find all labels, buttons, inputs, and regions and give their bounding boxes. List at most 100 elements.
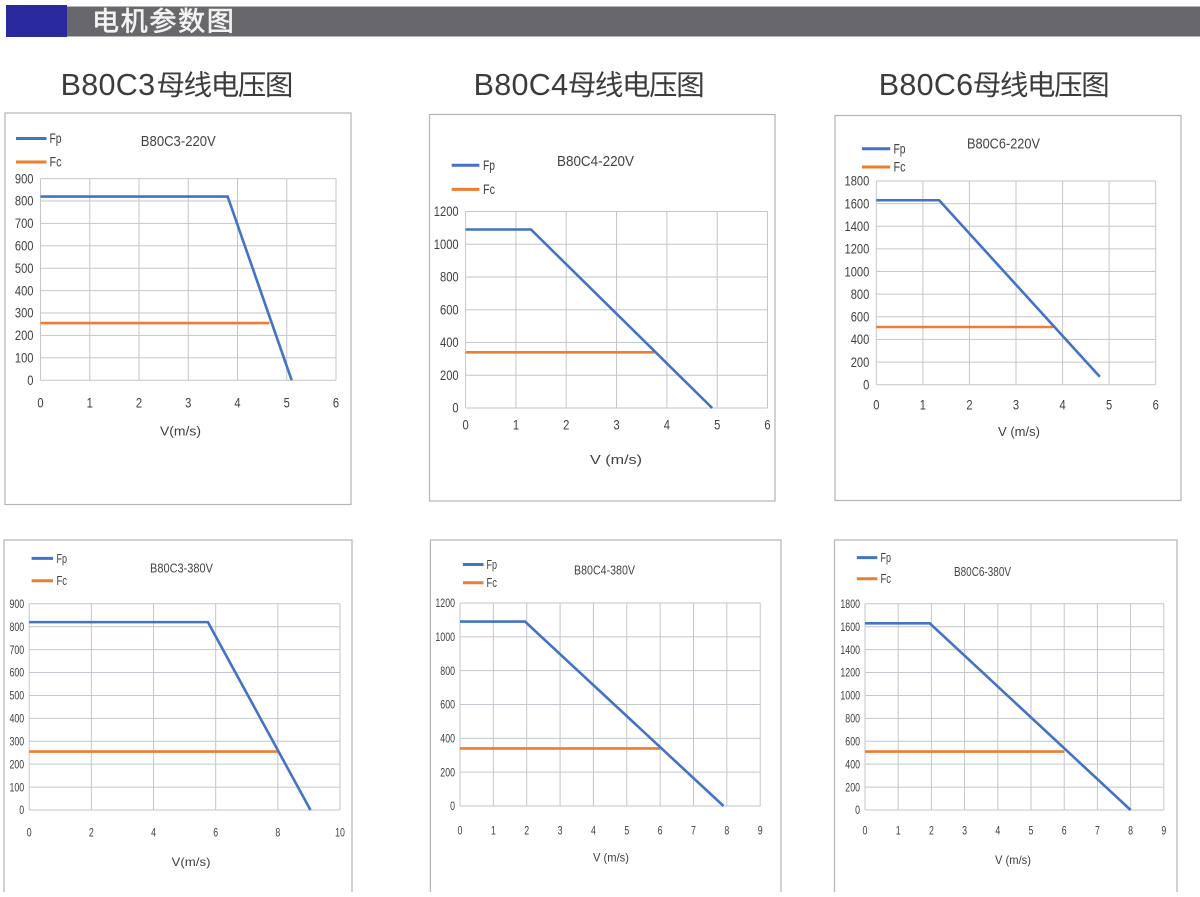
svg-text:1: 1 — [491, 824, 496, 838]
svg-text:2: 2 — [524, 824, 529, 838]
svg-text:600: 600 — [845, 734, 860, 748]
svg-text:4: 4 — [995, 824, 1000, 838]
svg-text:B80C3-380V: B80C3-380V — [150, 561, 213, 576]
svg-text:800: 800 — [10, 620, 25, 634]
svg-text:9: 9 — [758, 824, 763, 838]
svg-text:5: 5 — [1029, 824, 1034, 838]
svg-text:600: 600 — [440, 698, 455, 712]
svg-text:800: 800 — [440, 270, 459, 285]
svg-text:600: 600 — [10, 666, 25, 680]
svg-text:6: 6 — [213, 826, 218, 840]
svg-text:1200: 1200 — [845, 242, 870, 257]
svg-text:B80C3-220V: B80C3-220V — [141, 133, 216, 150]
svg-text:1: 1 — [920, 398, 926, 413]
svg-text:V (m/s): V (m/s) — [998, 424, 1040, 439]
svg-text:400: 400 — [10, 712, 25, 726]
svg-text:0: 0 — [863, 377, 869, 392]
svg-text:1800: 1800 — [840, 597, 860, 611]
svg-text:1200: 1200 — [434, 204, 459, 219]
svg-text:8: 8 — [724, 824, 729, 838]
svg-text:6: 6 — [333, 396, 339, 411]
svg-text:800: 800 — [15, 194, 34, 209]
svg-text:3: 3 — [185, 396, 191, 411]
svg-text:400: 400 — [851, 332, 870, 347]
svg-text:400: 400 — [440, 732, 455, 746]
svg-text:6: 6 — [1153, 398, 1159, 413]
svg-text:1400: 1400 — [840, 643, 860, 657]
svg-text:700: 700 — [10, 643, 25, 657]
svg-text:600: 600 — [851, 310, 870, 325]
svg-text:500: 500 — [15, 261, 34, 276]
svg-text:400: 400 — [440, 335, 459, 350]
svg-text:0: 0 — [27, 826, 32, 840]
svg-text:1200: 1200 — [435, 596, 455, 610]
svg-text:800: 800 — [845, 712, 860, 726]
svg-text:Fp: Fp — [881, 550, 892, 565]
svg-text:B80C4-220V: B80C4-220V — [557, 153, 634, 170]
svg-text:200: 200 — [440, 765, 455, 779]
svg-text:0: 0 — [855, 803, 860, 817]
svg-text:900: 900 — [15, 171, 34, 186]
svg-text:7: 7 — [1095, 824, 1100, 838]
svg-text:6: 6 — [764, 418, 770, 433]
svg-text:V (m/s): V (m/s) — [995, 853, 1031, 867]
svg-text:2: 2 — [966, 398, 972, 413]
svg-text:Fc: Fc — [483, 182, 495, 197]
svg-text:4: 4 — [1059, 398, 1066, 413]
svg-text:4: 4 — [664, 418, 671, 433]
svg-text:2: 2 — [136, 396, 142, 411]
svg-text:1000: 1000 — [435, 630, 455, 644]
svg-text:400: 400 — [845, 757, 860, 771]
svg-text:400: 400 — [15, 283, 34, 298]
svg-text:200: 200 — [851, 355, 870, 370]
svg-text:200: 200 — [10, 757, 25, 771]
svg-text:1600: 1600 — [840, 620, 860, 634]
svg-text:0: 0 — [863, 824, 868, 838]
svg-text:200: 200 — [845, 780, 860, 794]
svg-text:100: 100 — [10, 780, 25, 794]
svg-text:2: 2 — [563, 418, 569, 433]
svg-text:9: 9 — [1161, 824, 1166, 838]
svg-text:Fp: Fp — [57, 551, 68, 566]
svg-text:600: 600 — [440, 302, 459, 317]
svg-text:Fc: Fc — [57, 573, 68, 588]
svg-text:Fc: Fc — [50, 155, 62, 170]
svg-text:2: 2 — [929, 824, 934, 838]
svg-text:4: 4 — [591, 824, 596, 838]
svg-text:5: 5 — [1106, 398, 1112, 413]
svg-text:3: 3 — [558, 824, 563, 838]
svg-text:Fc: Fc — [881, 571, 892, 586]
svg-text:10: 10 — [335, 826, 345, 840]
svg-text:1600: 1600 — [845, 196, 870, 211]
svg-text:Fp: Fp — [894, 141, 906, 156]
svg-text:V(m/s): V(m/s) — [172, 855, 211, 869]
svg-text:B80C6-380V: B80C6-380V — [954, 564, 1011, 579]
svg-text:2: 2 — [89, 826, 94, 840]
svg-text:700: 700 — [15, 216, 34, 231]
svg-text:4: 4 — [234, 396, 241, 411]
svg-text:1: 1 — [896, 824, 901, 838]
svg-text:Fp: Fp — [483, 158, 495, 173]
svg-text:B80C4: B80C4 — [474, 68, 569, 102]
svg-text:100: 100 — [15, 351, 34, 366]
svg-text:7: 7 — [691, 824, 696, 838]
svg-text:V (m/s): V (m/s) — [590, 452, 642, 467]
svg-text:Fp: Fp — [50, 131, 62, 146]
svg-text:5: 5 — [624, 824, 629, 838]
svg-text:6: 6 — [658, 824, 663, 838]
svg-text:0: 0 — [37, 396, 43, 411]
svg-text:200: 200 — [440, 368, 459, 383]
svg-text:5: 5 — [714, 418, 720, 433]
svg-text:0: 0 — [873, 398, 879, 413]
svg-text:0: 0 — [463, 418, 469, 433]
svg-text:1000: 1000 — [845, 264, 870, 279]
svg-text:B80C3: B80C3 — [61, 68, 156, 102]
svg-text:200: 200 — [15, 328, 34, 343]
svg-text:900: 900 — [10, 597, 25, 611]
svg-text:Fp: Fp — [487, 557, 498, 572]
svg-text:800: 800 — [440, 664, 455, 678]
svg-text:1: 1 — [513, 418, 519, 433]
svg-text:6: 6 — [1062, 824, 1067, 838]
svg-text:1000: 1000 — [840, 689, 860, 703]
svg-text:0: 0 — [450, 799, 455, 813]
